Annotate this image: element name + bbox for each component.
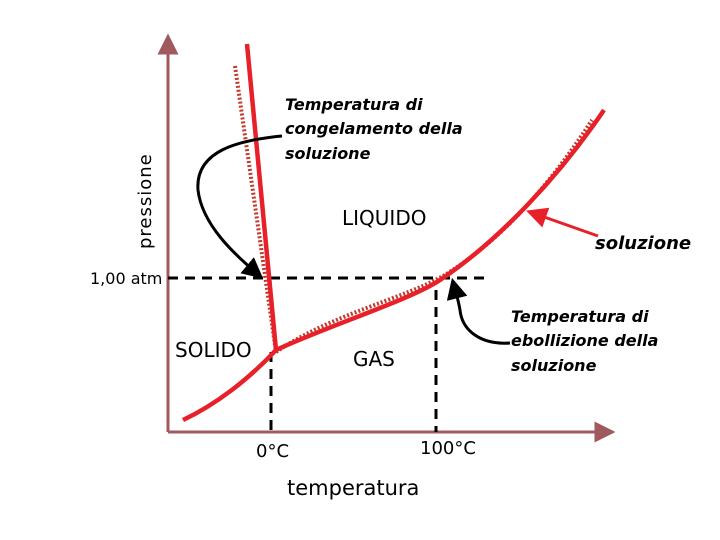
boiling-marker-label: 100°C <box>420 438 476 459</box>
solution-fusion-curve <box>233 65 278 353</box>
freezing-marker-label: 0°C <box>256 441 289 462</box>
boiling-annotation-line-2: ebollizione della <box>511 331 658 350</box>
liquid-region-label: LIQUIDO <box>342 206 426 230</box>
solution-curve-label: soluzione <box>595 233 691 254</box>
freezing-annotation-arrow <box>196 134 283 279</box>
solid-region-label: SOLIDO <box>175 338 252 362</box>
pressure-marker-label: 1,00 atm <box>90 269 162 288</box>
boiling-annotation-line-1: Temperatura di <box>511 307 649 326</box>
y-axis-label: pressione <box>135 153 156 249</box>
freezing-annotation-line-2: congelamento della <box>285 119 463 138</box>
freezing-annotation-line-1: Temperatura di <box>285 95 423 114</box>
solution-annotation-arrow <box>526 207 599 238</box>
gas-region-label: GAS <box>353 347 395 371</box>
fusion-curve <box>244 43 279 351</box>
vaporization-curve <box>275 108 606 353</box>
freezing-annotation: Temperatura di congelamento della soluzi… <box>285 95 468 163</box>
sublimation-curve <box>182 348 278 423</box>
freezing-annotation-line-3: soluzione <box>285 144 371 163</box>
boiling-annotation-line-3: soluzione <box>511 356 597 375</box>
x-axis-label: temperatura <box>287 476 419 500</box>
boiling-annotation-arrow <box>446 277 511 345</box>
boiling-annotation: Temperatura di ebollizione della soluzio… <box>511 307 664 375</box>
